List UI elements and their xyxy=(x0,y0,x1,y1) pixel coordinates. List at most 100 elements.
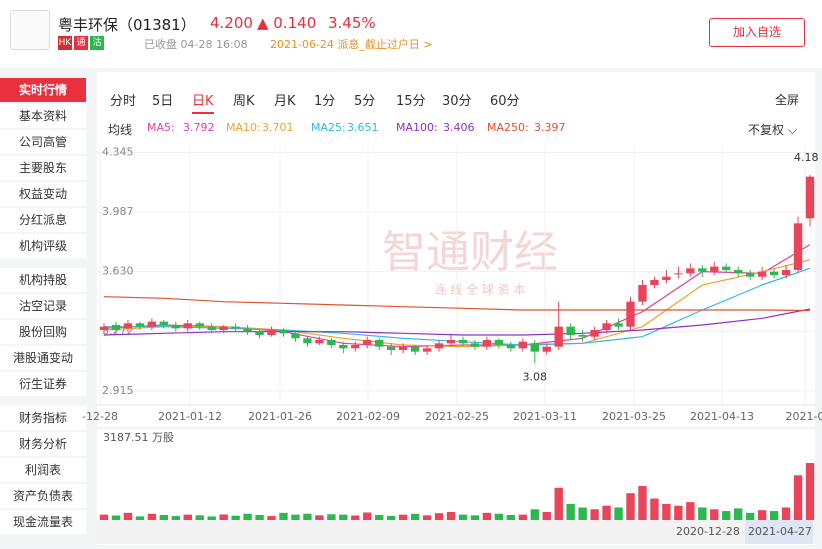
nav-item[interactable]: 财务指标 xyxy=(0,406,86,430)
volume-bar xyxy=(159,514,169,520)
candle-body xyxy=(267,330,276,335)
header xyxy=(0,0,822,68)
volume-bar xyxy=(805,463,815,520)
nav-item[interactable]: 资产负债表 xyxy=(0,484,86,508)
tab[interactable]: 5分 xyxy=(354,94,376,109)
nav-item[interactable]: 公司高管 xyxy=(0,130,86,154)
nav-item[interactable]: 港股通变动 xyxy=(0,346,86,370)
candle-body xyxy=(434,343,444,349)
ma-value: 3.701 xyxy=(262,121,294,134)
nav-item[interactable]: 财务分析 xyxy=(0,432,86,456)
fullscreen[interactable]: 全屏 xyxy=(775,93,800,107)
volume-bar xyxy=(698,507,707,520)
candle-body xyxy=(315,340,324,344)
x-tick-label: 2021-02-09 xyxy=(336,410,400,423)
candle-body xyxy=(291,333,300,339)
volume-bar xyxy=(255,514,264,520)
candle-body xyxy=(147,321,157,327)
nav-item[interactable]: 机构持股 xyxy=(0,268,86,292)
volume-bar xyxy=(734,508,743,520)
candle-body xyxy=(626,301,635,327)
candle-body xyxy=(518,341,528,349)
change: ▲ 0.140 xyxy=(257,14,317,32)
volume-bar xyxy=(662,503,671,520)
nav-item[interactable]: 衍生证券 xyxy=(0,372,86,396)
volume-bar xyxy=(135,516,145,520)
volume-bar xyxy=(327,514,336,520)
candle-body xyxy=(195,323,204,327)
candle-body xyxy=(590,330,599,337)
candle-body xyxy=(339,345,348,349)
ma-name: MA5: xyxy=(147,121,175,134)
tab[interactable]: 30分 xyxy=(442,94,472,109)
candle-body xyxy=(398,346,408,350)
candle-body xyxy=(135,323,145,327)
volume-bar xyxy=(219,514,228,520)
nav-item[interactable]: 权益变动 xyxy=(0,182,86,206)
candle-body xyxy=(446,340,456,344)
nav-item[interactable]: 分红派息 xyxy=(0,208,86,232)
volume-bar xyxy=(207,516,216,520)
candle-body xyxy=(386,346,396,350)
nav-item[interactable]: 主要股东 xyxy=(0,156,86,180)
y-tick-label: 4.345 xyxy=(102,146,134,159)
candle-body xyxy=(279,330,288,334)
candle-body xyxy=(614,323,623,327)
tab[interactable]: 60分 xyxy=(490,94,520,109)
candle-body xyxy=(722,266,731,270)
candle-body xyxy=(734,270,743,274)
candle-body xyxy=(650,280,659,285)
tab[interactable]: 日K xyxy=(192,90,214,114)
nav-item[interactable]: 现金流量表 xyxy=(0,510,86,534)
volume-bar xyxy=(279,512,288,520)
candle-body xyxy=(327,340,336,345)
y-tick-label: 3.630 xyxy=(102,265,134,278)
price: 4.200 xyxy=(210,14,253,32)
y-tick-label: 3.987 xyxy=(102,205,134,218)
tab[interactable]: 分时 xyxy=(110,94,137,109)
volume-bar xyxy=(626,493,635,520)
volume-bar xyxy=(566,503,575,520)
tab[interactable]: 周K xyxy=(233,94,255,109)
nav-item[interactable]: 基本资料 xyxy=(0,104,86,128)
volume-bar xyxy=(99,514,109,520)
nav-item[interactable]: 利润表 xyxy=(0,458,86,482)
volume-bar xyxy=(506,514,516,520)
volume-bar xyxy=(183,514,192,520)
volume-bar xyxy=(291,514,300,520)
volume-bar xyxy=(434,513,444,520)
add-button[interactable]: 加入自选 xyxy=(709,18,805,47)
adjust[interactable]: 不复权 ⌵ xyxy=(748,123,797,137)
candle-body xyxy=(494,340,504,345)
volume-bar xyxy=(111,515,121,520)
nav-item[interactable]: 实时行情 xyxy=(0,78,86,102)
y-tick-label: 2.915 xyxy=(102,384,134,397)
ma-title: 均线 xyxy=(108,123,133,137)
tab[interactable]: 5日 xyxy=(152,94,174,109)
candle-body xyxy=(458,340,468,344)
volume-bar xyxy=(410,513,420,520)
nav-item[interactable]: 股份回购 xyxy=(0,320,86,344)
navigator xyxy=(97,520,815,544)
volume-bar xyxy=(674,505,683,520)
range-end: 2021-04-27 xyxy=(748,525,812,538)
nav-item[interactable]: 机构评级 xyxy=(0,234,86,258)
volume-bar xyxy=(793,475,803,520)
volume-bar xyxy=(710,509,719,520)
candle-body xyxy=(710,266,719,272)
volume-label: 3187.51 万股 xyxy=(103,431,174,444)
x-tick-label: 2021-04-13 xyxy=(690,410,754,423)
notice[interactable]: 2021-06-24 派息_截止过户日 > xyxy=(270,38,433,51)
candle-body xyxy=(638,285,647,302)
badge: HK xyxy=(58,36,72,50)
ma-name: MA250: xyxy=(487,121,529,134)
candle-body xyxy=(686,268,695,274)
tab[interactable]: 月K xyxy=(274,94,296,109)
candle-body xyxy=(410,346,420,352)
ma-value: 3.406 xyxy=(443,121,475,134)
tab[interactable]: 1分 xyxy=(314,94,336,109)
tab[interactable]: 15分 xyxy=(396,94,426,109)
button-label: 加入自选 xyxy=(732,25,781,39)
nav-item[interactable]: 沽空记录 xyxy=(0,294,86,318)
